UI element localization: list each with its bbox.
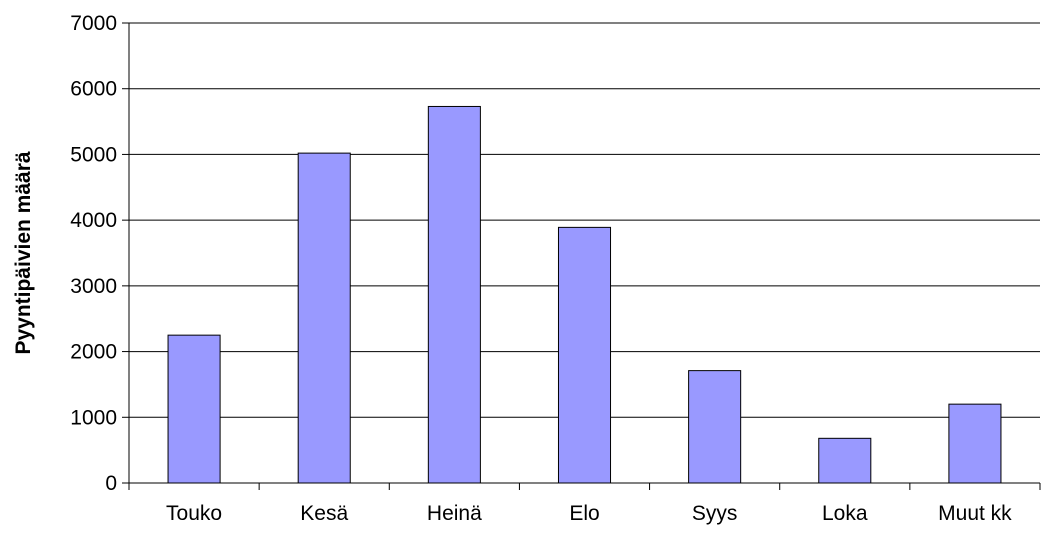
- x-ticks: Touko Kesä Heinä Elo Syys Loka Muut kk: [128, 483, 1041, 525]
- bar-loka: [818, 437, 872, 484]
- x-tick-label: Heinä: [427, 502, 482, 525]
- y-ticks: 0 1000 2000 3000 4000 5000 6000 7000: [70, 12, 129, 495]
- x-tick-label: Syys: [692, 502, 738, 525]
- x-tick-label: Touko: [166, 502, 222, 525]
- y-tick-label: 7000: [70, 12, 117, 35]
- x-tick-label: Kesä: [300, 502, 348, 525]
- y-tick-label: 4000: [70, 209, 117, 232]
- y-tick-label: 2000: [70, 341, 117, 364]
- y-tick-label: 3000: [70, 275, 117, 298]
- y-tick-label: 6000: [70, 78, 117, 101]
- axes: [128, 23, 1040, 484]
- bar-syys: [688, 370, 742, 484]
- y-tick-label: 0: [105, 472, 117, 495]
- x-tick-label: Loka: [822, 502, 868, 525]
- x-tick-label: Muut kk: [938, 502, 1012, 525]
- x-tick-label: Elo: [569, 502, 599, 525]
- bar-elo: [557, 226, 612, 484]
- bar-touko: [167, 334, 221, 484]
- y-tick-label: 1000: [70, 406, 117, 429]
- bar-kesä: [297, 152, 351, 484]
- bar-heinä: [427, 105, 481, 484]
- y-tick-label: 5000: [70, 143, 117, 166]
- bar-muut-kk: [948, 403, 1002, 484]
- y-axis-label: Pyyntipäivien määrä: [12, 151, 35, 354]
- bars: [167, 105, 1002, 484]
